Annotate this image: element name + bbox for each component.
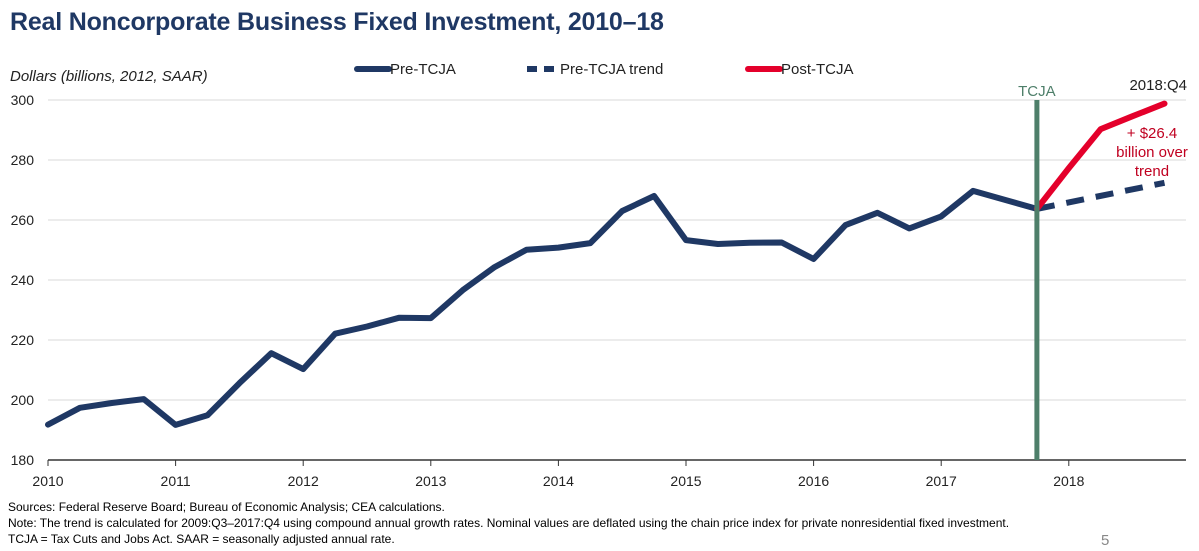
y-tick-label: 280 [11, 152, 35, 168]
end-label: 2018:Q4 [1129, 77, 1187, 94]
x-tick-label: 2012 [288, 473, 319, 489]
y-tick-label: 300 [11, 92, 35, 108]
x-tick-label: 2011 [161, 473, 191, 489]
series-line-pre-tcja [45, 187, 1040, 428]
grid-lines [48, 99, 1186, 401]
x-tick-labels: 2010 2011 2012 2013 2014 2015 2016 2017 2018 [32, 460, 1085, 489]
series-lines [45, 100, 1168, 428]
y-tick-label: 180 [11, 452, 35, 468]
x-tick-label: 2017 [926, 473, 957, 489]
legend-label: Pre-TCJA [390, 61, 456, 78]
y-axis-label: Dollars (billions, 2012, SAAR) [10, 68, 208, 85]
page-number: 5 [1101, 532, 1110, 549]
series-line-pre-tcja-trend [1036, 179, 1166, 212]
x-tick-label: 2015 [670, 473, 701, 489]
gap-label-line: trend [1135, 163, 1169, 180]
legend-label: Post-TCJA [781, 61, 854, 78]
method-note: Note: The trend is calculated for 2009:Q… [8, 516, 1010, 530]
annotations: TCJA 2018:Q4 + $26.4 billion over trend [1018, 77, 1188, 460]
x-tick-label: 2010 [32, 473, 63, 489]
gap-label-line: + $26.4 [1127, 125, 1177, 142]
tcja-label: TCJA [1018, 83, 1056, 100]
legend-label: Pre-TCJA trend [560, 61, 663, 78]
legend: Pre-TCJA Pre-TCJA trend Post-TCJA [354, 61, 854, 78]
y-tick-label: 260 [11, 212, 35, 228]
series-line-post-tcja [1033, 100, 1168, 212]
x-tick-label: 2016 [798, 473, 829, 489]
y-tick-label: 200 [11, 392, 35, 408]
definitions-note: TCJA = Tax Cuts and Jobs Act. SAAR = sea… [8, 532, 395, 546]
chart-title: Real Noncorporate Business Fixed Investm… [10, 8, 664, 36]
y-tick-label: 240 [11, 272, 35, 288]
x-tick-label: 2014 [543, 473, 574, 489]
x-tick-label: 2013 [415, 473, 446, 489]
gap-label-line: billion over [1116, 144, 1188, 161]
sources-note: Sources: Federal Reserve Board; Bureau o… [8, 500, 445, 514]
y-tick-labels: 180 200 220 240 260 280 300 [11, 92, 35, 468]
x-tick-label: 2018 [1053, 473, 1084, 489]
y-tick-label: 220 [11, 332, 35, 348]
